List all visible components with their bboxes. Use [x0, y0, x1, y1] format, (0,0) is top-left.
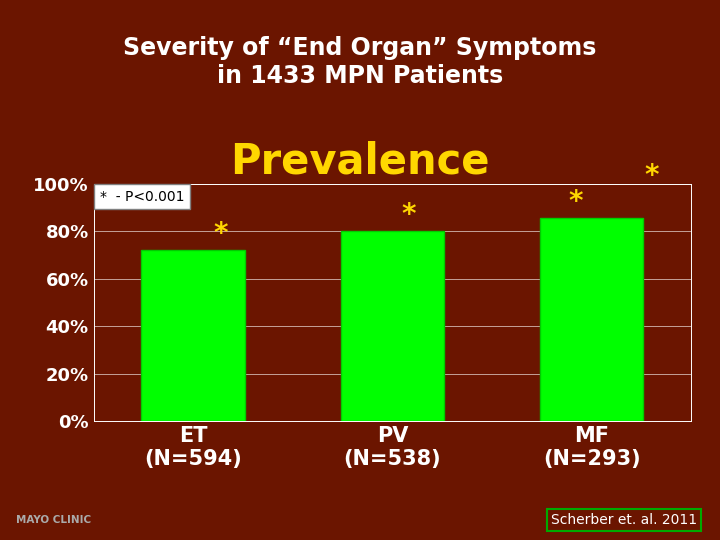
Text: Scherber et. al. 2011: Scherber et. al. 2011 [551, 513, 697, 526]
Text: Severity of “End Organ” Symptoms
in 1433 MPN Patients: Severity of “End Organ” Symptoms in 1433… [123, 36, 597, 88]
Text: Prevalence: Prevalence [230, 141, 490, 183]
Text: *: * [401, 201, 415, 229]
Text: *: * [568, 188, 583, 215]
Text: *: * [644, 161, 659, 190]
Text: *: * [214, 220, 228, 248]
Bar [540, 218, 644, 421]
Bar [141, 250, 245, 421]
Bar [341, 231, 444, 421]
Text: MAYO CLINIC: MAYO CLINIC [17, 515, 91, 525]
Text: *  - P<0.001: * - P<0.001 [99, 190, 184, 204]
